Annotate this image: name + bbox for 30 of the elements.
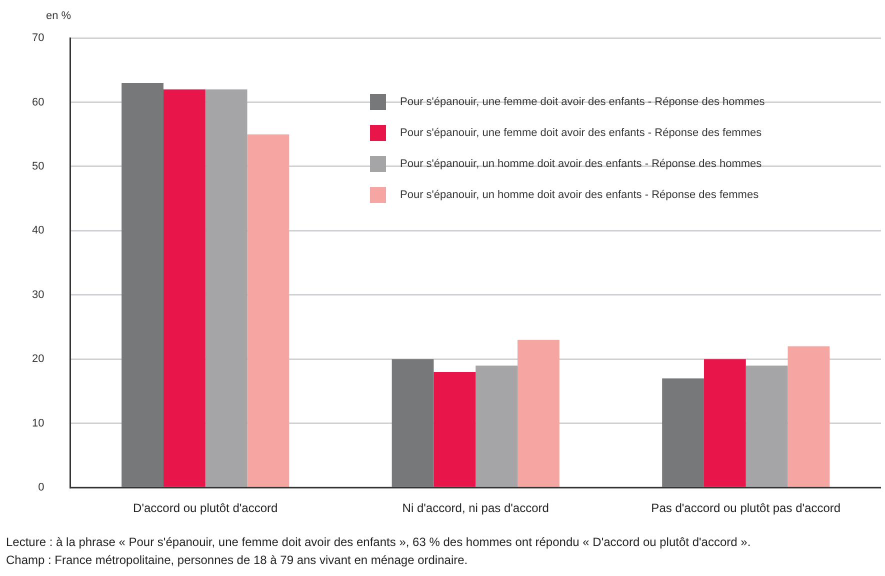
bar [704, 359, 746, 487]
bar [518, 340, 560, 487]
text: Lecture : à la phrase « Pour s'épanouir, une femme doit avoir des enfants », 63 % des hommes ont répondu « D'accord ou plutôt d'accord ». [6, 534, 751, 551]
bar [746, 366, 788, 487]
legend-label: Pour s'épanouir, une femme doit avoir des enfants - Réponse des femmes [400, 126, 762, 138]
legend-label: Pour s'épanouir, une femme doit avoir des enfants - Réponse des hommes [400, 96, 765, 108]
bar [247, 134, 290, 487]
y-tick-label: 70 [32, 32, 44, 44]
y-tick-label: 60 [32, 96, 44, 108]
legend-label: Pour s'épanouir, un homme doit avoir des enfants - Réponse des femmes [400, 188, 759, 200]
legend-label: Pour s'épanouir, un homme doit avoir des enfants - Réponse des hommes [400, 158, 762, 170]
y-tick-label: 10 [32, 417, 44, 430]
bar [122, 82, 164, 487]
y-tick-label: 40 [32, 224, 44, 237]
x-tick-label: Ni d'accord, ni pas d'accord [402, 501, 549, 516]
y-tick-label: 50 [32, 160, 44, 172]
bar [476, 366, 518, 487]
bar [392, 359, 434, 487]
bar [434, 372, 476, 487]
bar [788, 346, 830, 487]
bar [662, 378, 704, 487]
y-tick-label: 30 [32, 288, 44, 301]
y-axis-title: en % [46, 10, 72, 22]
x-tick-label: D'accord ou plutôt d'accord [133, 501, 278, 516]
bar [205, 89, 248, 487]
y-tick-label: 0 [38, 482, 44, 494]
y-tick-label: 20 [32, 353, 44, 366]
text: Champ : France métropolitaine, personnes de 18 à 79 ans vivant en ménage ordinaire. [6, 552, 469, 569]
x-tick-label: Pas d'accord ou plutôt pas d'accord [651, 501, 841, 516]
bar [163, 89, 206, 487]
